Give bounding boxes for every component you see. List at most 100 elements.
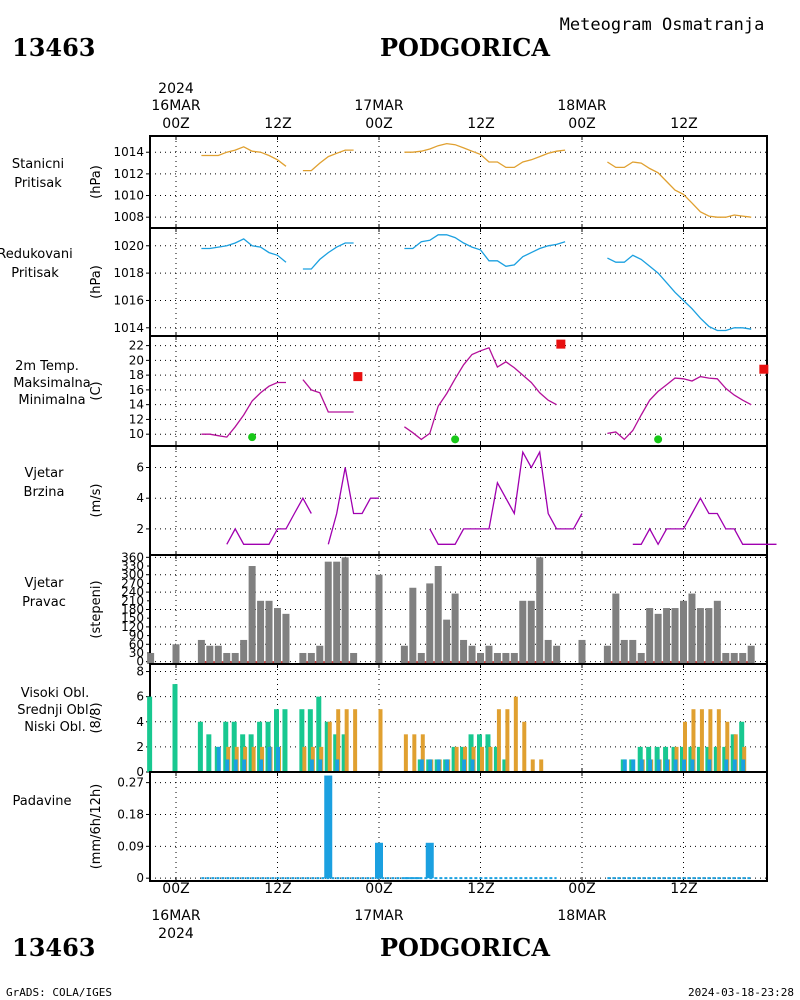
high-cloud-bar <box>696 746 702 772</box>
low-cloud-bar <box>336 709 341 772</box>
wind-dir-bar <box>680 600 687 664</box>
label-brzina: Brzina <box>24 485 65 500</box>
low-cloud-bar <box>522 721 527 772</box>
wind-dir-bar <box>527 600 535 664</box>
wind-dir-bar <box>231 652 239 664</box>
subtitle: Meteogram Osmatranja <box>560 15 765 35</box>
y-tick-label: 0 <box>136 871 144 885</box>
series-line <box>404 346 557 441</box>
wind-dir-bar <box>451 593 459 664</box>
y-tick-label: 1014 <box>113 145 144 159</box>
wind-dir-bar <box>468 645 476 664</box>
series-line <box>201 146 287 167</box>
wind-dir-bar <box>274 608 281 664</box>
low-cloud-bar <box>327 721 332 772</box>
y-tick-label-minor: 210 <box>121 594 144 608</box>
wind-dir-bar <box>375 574 383 664</box>
series-line <box>404 142 566 169</box>
low-cloud-bar <box>420 734 425 772</box>
high-cloud-bar <box>316 696 322 772</box>
high-cloud-bar <box>713 746 719 772</box>
wind-dir-bar <box>671 608 679 664</box>
wind-dir-bar <box>747 645 755 664</box>
wind-dir-bar <box>282 613 290 664</box>
mid-cloud-bar <box>639 759 644 772</box>
low-cloud-bar <box>716 709 721 772</box>
y-tick-label: 2 <box>136 740 144 754</box>
high-cloud-bar <box>257 721 263 772</box>
wind-dir-bar <box>553 645 561 664</box>
y-tick-label: 1020 <box>113 239 144 253</box>
y-tick-label: 120 <box>121 620 144 634</box>
label-vjetar-2: Vjetar <box>25 576 65 591</box>
wind-dir-bar <box>663 608 671 664</box>
y-axis-label: (stepeni) <box>89 580 104 638</box>
high-cloud-bar <box>231 721 237 772</box>
high-cloud-bar <box>307 709 313 772</box>
wind-dir-bar <box>299 652 307 664</box>
year-bottom: 2024 <box>158 926 194 942</box>
high-cloud-bar <box>502 759 508 772</box>
high-cloud-bar <box>739 721 745 772</box>
mid-cloud-bar <box>276 746 280 772</box>
y-tick-label: 6 <box>136 460 144 474</box>
mid-cloud-bar <box>335 759 340 772</box>
panel-wind_speed: 2 4 6 (m/s) <box>89 445 777 556</box>
label-redukovani: Redukovani <box>0 247 73 262</box>
series-line <box>404 234 566 267</box>
footer-left: GrADS: COLA/IGES <box>6 986 112 999</box>
y-tick-label: 1008 <box>113 210 144 224</box>
hour-bottom-4: 12Z <box>467 881 494 897</box>
wind-dir-bar <box>612 593 620 664</box>
wind-dir-bar <box>713 600 721 664</box>
wind-dir-bar <box>248 566 256 664</box>
hour-bottom-2: 12Z <box>264 881 291 897</box>
panel-cloud_cover: 0 2 4 6 8 (8/8) <box>89 663 768 779</box>
y-tick-label: 20 <box>129 353 144 367</box>
label-padavine: Padavine <box>13 794 72 809</box>
high-cloud-bar <box>282 709 288 772</box>
label-niski: Niski Obl. <box>24 720 86 735</box>
high-cloud-bar <box>240 734 246 772</box>
hour-top-2: 12Z <box>264 116 291 132</box>
mid-cloud-bar <box>690 759 695 772</box>
y-tick-label-minor: 270 <box>121 576 144 590</box>
wind-dir-bar <box>705 608 713 664</box>
high-cloud-bar <box>248 734 254 772</box>
max-temp-marker <box>759 364 769 374</box>
mid-cloud-bar <box>741 759 746 772</box>
precip-bar <box>375 842 383 879</box>
wind-dir-bar <box>510 652 518 664</box>
wind-dir-bar <box>206 645 214 664</box>
hour-top-4: 12Z <box>467 116 494 132</box>
wind-dir-bar <box>333 561 341 664</box>
high-cloud-bar <box>324 721 330 772</box>
hour-top-5: 00Z <box>568 116 595 132</box>
y-tick-label: 1010 <box>113 189 144 203</box>
wind-dir-bar <box>646 608 654 664</box>
wind-dir-bar <box>409 587 417 664</box>
wind-dir-bar <box>147 652 155 664</box>
hour-top-1: 00Z <box>162 116 189 132</box>
high-cloud-bar <box>730 734 736 772</box>
hour-bottom-5: 00Z <box>568 881 595 897</box>
date-bottom-1: 16MAR <box>151 908 200 924</box>
wind-dir-bar <box>341 557 349 664</box>
station-id-top: 13463 <box>12 33 96 62</box>
y-tick-label: 0.18 <box>117 807 144 821</box>
max-temp-marker <box>556 339 566 349</box>
wind-dir-bar <box>443 619 451 664</box>
wind-dir-bar <box>477 652 484 664</box>
y-tick-label: 16 <box>129 383 144 397</box>
low-cloud-bar <box>403 734 408 772</box>
panel-wind_direction: 0 60 120 180 240 300 360 30 90 150 210 270 330 (stepe… <box>89 550 768 669</box>
mid-cloud-bar <box>445 759 450 772</box>
series-line <box>607 375 752 441</box>
y-tick-label: 8 <box>136 665 144 679</box>
low-cloud-bar <box>344 709 349 772</box>
y-tick-label: 0.27 <box>117 776 144 790</box>
y-tick-label: 14 <box>129 398 144 412</box>
panels: 1008101010121014(hPa)1014101610181020(hP… <box>89 135 777 885</box>
